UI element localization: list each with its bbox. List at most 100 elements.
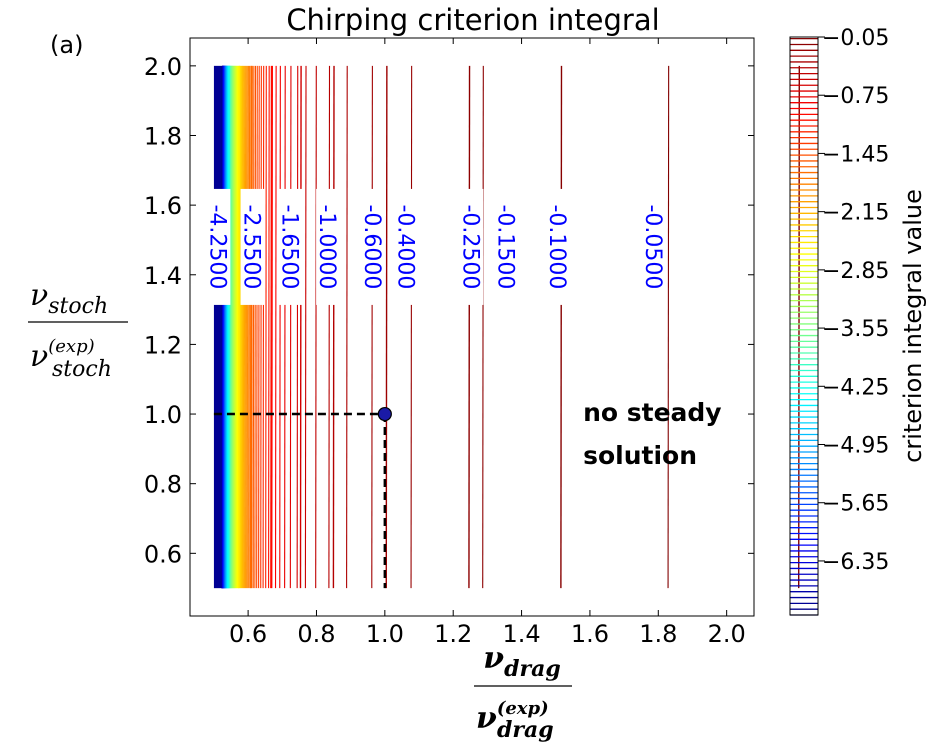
contour-labels: -4.2500 -2.5500 -1.6500 -1.0000 -0.6000 -0.40… <box>204 188 666 305</box>
contour-label-group: -1.0000 <box>314 188 341 305</box>
contour-line-labeled <box>332 65 335 589</box>
chart-title: Chirping criterion integral <box>286 3 659 37</box>
y-tick-label: 2.0 <box>144 53 182 81</box>
contour-line <box>289 65 292 589</box>
contour-line <box>256 65 258 589</box>
colorbar-tick-label: −5.65 <box>822 492 889 517</box>
x-tick-label: 0.8 <box>297 620 335 648</box>
contour-line <box>247 65 249 589</box>
y-tick-label: 1.6 <box>144 192 182 220</box>
contour-label-group: -0.0500 <box>640 188 666 305</box>
y-tick-label: 1.0 <box>144 401 182 429</box>
contour-label-bg <box>316 188 341 305</box>
y-axis-label: νstoch ν(exp) stoch <box>28 278 128 382</box>
contour-line-labeled <box>270 65 273 589</box>
contour-label-group: -0.2500 <box>457 188 484 305</box>
contour-label-bg <box>459 188 484 305</box>
contour-label: -4.2500 <box>204 204 229 289</box>
x-tick-label: 1.6 <box>571 620 609 648</box>
contour-line-labeled <box>299 65 302 589</box>
contour-label: -1.6500 <box>276 204 301 289</box>
contour-label-group: -4.2500 <box>204 188 231 305</box>
contour-dense-region <box>213 65 223 589</box>
contour-line-labeled <box>237 65 240 589</box>
contour-line <box>239 65 242 589</box>
contour-line <box>235 65 238 589</box>
contour-line <box>252 65 255 589</box>
contour-label: -0.0500 <box>640 204 665 289</box>
annotation-line-2: solution <box>583 441 697 470</box>
contour-line-labeled <box>227 65 230 589</box>
x-label-numerator: νdrag <box>483 641 560 682</box>
colorbar-frame <box>789 36 819 616</box>
contour-line <box>482 65 484 589</box>
colorbar-tick-label: −1.45 <box>822 142 889 167</box>
contour-line <box>240 65 243 589</box>
x-tick-label: 1.8 <box>639 620 677 648</box>
contour-label-bg <box>278 188 303 305</box>
contour-line <box>241 65 244 589</box>
colorbar-ticks: −0.05 −0.75 −1.45 −2.15 −2.85 −3.55 −4.25 −4.95… <box>818 26 889 575</box>
colorbar-tick-label: −6.35 <box>822 550 889 575</box>
contour-line <box>371 65 373 589</box>
annotation-line-1: no steady <box>583 398 722 427</box>
contour-line <box>667 65 670 589</box>
x-tick-label: 1.0 <box>366 620 404 648</box>
contour-label: -0.1000 <box>544 204 569 289</box>
contour-line <box>248 65 251 589</box>
contour-line <box>410 65 413 589</box>
colorbar-tick-label: −0.05 <box>822 26 889 51</box>
panel-label: (a) <box>50 31 83 59</box>
colorbar <box>790 38 818 616</box>
contour-line <box>296 65 299 589</box>
y-axis-ticks: 0.6 0.8 1.0 1.2 1.4 1.6 1.8 2.0 <box>144 53 754 568</box>
contour-label: -0.1500 <box>493 204 518 289</box>
contour-label-bg <box>206 188 231 305</box>
contour-line <box>346 65 348 589</box>
contour-line <box>243 65 245 589</box>
contour-line-labeled <box>468 65 471 589</box>
x-tick-label: 1.2 <box>434 620 472 648</box>
contour-line <box>284 65 286 589</box>
contour-line <box>236 65 239 589</box>
x-tick-label: 2.0 <box>708 620 746 648</box>
x-tick-label: 1.4 <box>502 620 540 648</box>
contour-label-group: -0.4000 <box>392 188 419 305</box>
annotation-no-steady-solution: no steady solution <box>583 398 730 470</box>
contour-line-labeled <box>798 65 800 589</box>
contour-label-bg <box>494 188 519 305</box>
contour-line <box>304 65 307 589</box>
contour-line <box>279 65 281 589</box>
y-tick-label: 1.8 <box>144 122 182 150</box>
contour-line <box>315 65 317 589</box>
contour-label: -0.2500 <box>457 204 482 289</box>
contour-label-bg <box>394 188 419 305</box>
contour-line-labeled <box>250 65 253 589</box>
x-axis-label: νdrag ν(exp) drag <box>474 641 572 743</box>
contour-label-group: -1.6500 <box>276 188 303 305</box>
contour-label: -1.0000 <box>314 204 339 289</box>
contour-line <box>265 65 267 589</box>
reference-marker <box>213 406 392 589</box>
y-label-denominator: ν(exp) stoch <box>30 336 112 382</box>
y-tick-label: 0.8 <box>144 471 182 499</box>
contour-label-group: -2.5500 <box>239 188 265 305</box>
x-label-denominator: ν(exp) drag <box>476 698 554 743</box>
contour-lines <box>213 65 800 589</box>
plot-frame <box>189 37 755 617</box>
colorbar-tick-label: −0.75 <box>822 84 889 109</box>
contour-line-labeled <box>560 65 563 589</box>
colorbar-tick-label: −2.15 <box>822 201 889 226</box>
contour-label-bg <box>641 188 666 305</box>
colorbar-tick-label: −3.55 <box>822 317 889 342</box>
reference-point <box>377 406 392 422</box>
contour-label: -2.5500 <box>239 204 264 289</box>
contour-line <box>260 65 262 589</box>
contour-label-group: -0.6000 <box>359 188 386 305</box>
contour-label-bg <box>240 188 265 305</box>
y-tick-label: 1.2 <box>144 331 182 359</box>
contour-label: -0.6000 <box>359 204 384 289</box>
contour-line <box>251 65 253 589</box>
